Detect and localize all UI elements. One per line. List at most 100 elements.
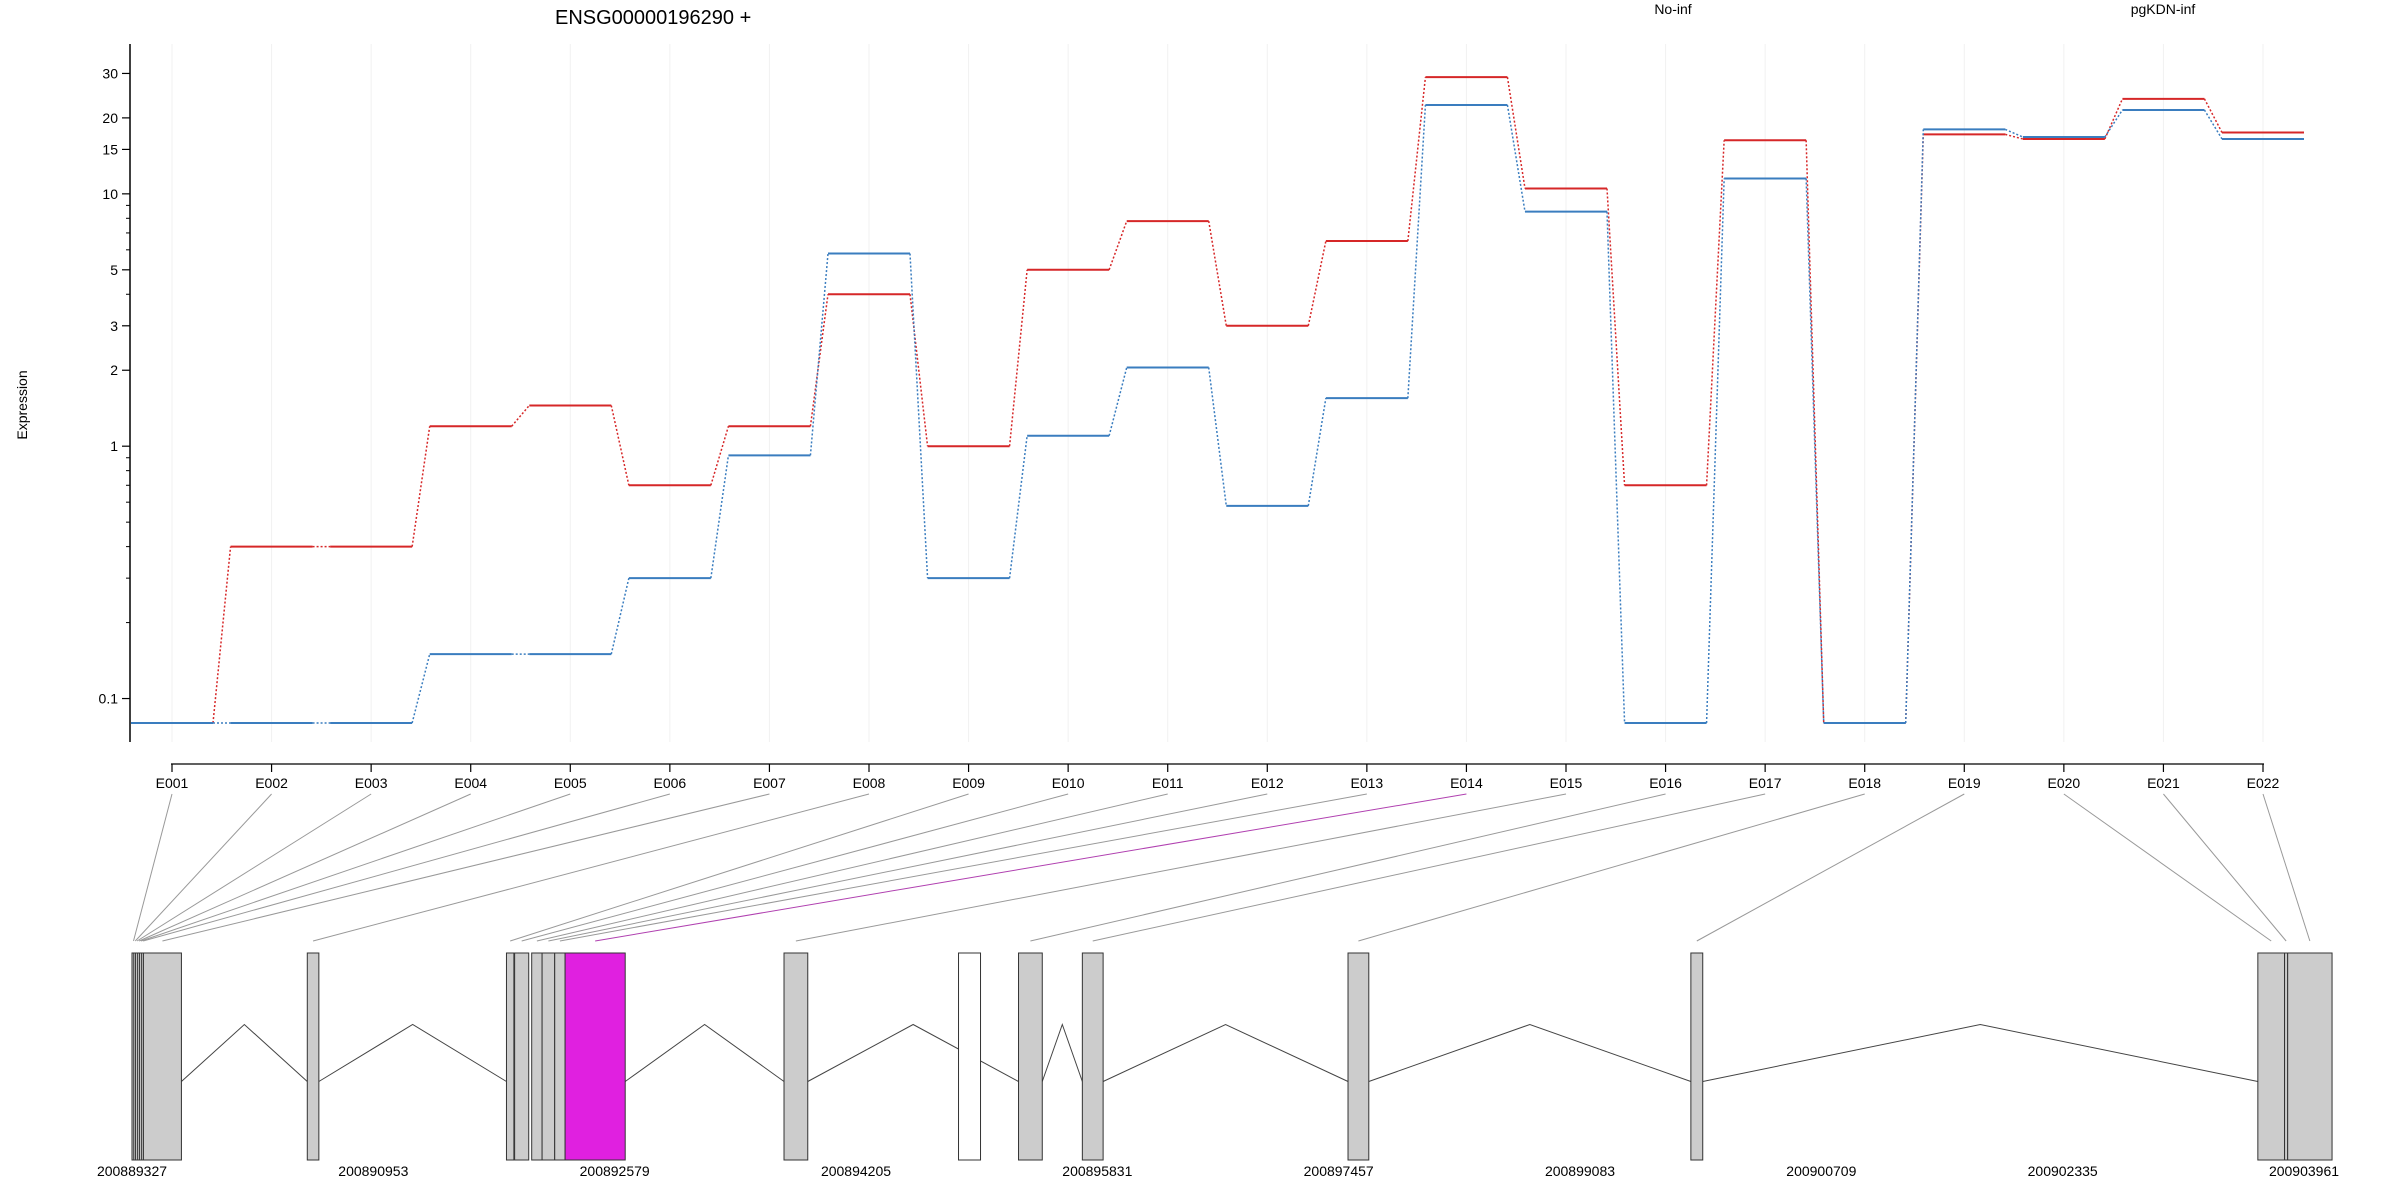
series-1-connector (1407, 104, 1427, 399)
series-1-connector (710, 455, 730, 579)
series-0-connector (411, 426, 431, 547)
genomic-tick-label: 200902335 (2028, 1163, 2098, 1179)
exon-box-e020 (2257, 952, 2286, 1161)
legend-label-no-inf: No-inf (1654, 1, 1691, 17)
series-0-connector (1506, 77, 1526, 189)
series-0-connector (1805, 140, 1825, 724)
x-tick-label-e002: E002 (255, 775, 288, 791)
vertical-gridlines (171, 44, 2264, 742)
x-tick-label-e022: E022 (2247, 775, 2280, 791)
feature-box (958, 952, 982, 1161)
genomic-axis: 200889327 200890953 200892579 200894205 2008… (97, 1163, 2339, 1179)
connector-e009 (510, 793, 969, 942)
exon-connector-lines (133, 793, 2311, 942)
series-1-connector (2104, 109, 2124, 138)
exon-box-e012 (541, 952, 556, 1161)
intron-line (181, 1023, 308, 1082)
series-1-connector (2203, 109, 2223, 140)
series-1-connector (1108, 367, 1128, 436)
exon-box-e007 (142, 952, 182, 1161)
x-tick-label-e005: E005 (554, 775, 587, 791)
genomic-tick-label: 200890953 (338, 1163, 408, 1179)
x-tick-label-e013: E013 (1351, 775, 1384, 791)
series-0-connector (610, 405, 630, 486)
exon-box-e014 (564, 952, 626, 1161)
series-1-connector (1506, 104, 1526, 212)
genomic-tick-label: 200897457 (1304, 1163, 1374, 1179)
intron-line (624, 1023, 785, 1082)
genomic-tick-label: 200899083 (1545, 1163, 1615, 1179)
series-0-connector (2104, 98, 2124, 140)
connector-e005 (140, 793, 571, 942)
series-0-connector (2005, 133, 2024, 140)
connector-e020 (2063, 793, 2272, 942)
exon-box-e022 (2287, 952, 2333, 1161)
connector-e016 (1030, 793, 1666, 942)
series-no-inf (131, 76, 2304, 724)
x-tick-label-e006: E006 (654, 775, 687, 791)
series-0-connector (1705, 140, 1725, 486)
genomic-tick-label: 200900709 (1786, 1163, 1856, 1179)
x-tick-label-e010: E010 (1052, 775, 1085, 791)
legend-label-pgkdn-inf: pgKDN-inf (2131, 1, 2196, 17)
exon-box-e009 (505, 952, 515, 1161)
series-1-connector (1307, 398, 1327, 507)
genomic-tick-label: 200895831 (1062, 1163, 1132, 1179)
connector-e011 (536, 793, 1168, 942)
x-tick-label-e007: E007 (753, 775, 786, 791)
series-layer (131, 76, 2304, 724)
exon-box-e015 (783, 952, 809, 1161)
x-tick-label-e017: E017 (1749, 775, 1782, 791)
y-tick-label: 2 (110, 362, 118, 378)
y-tick-label: 30 (102, 65, 118, 81)
intron-line (1702, 1023, 2258, 1082)
series-0-connector (2203, 98, 2223, 133)
x-tick-label-e019: E019 (1948, 775, 1981, 791)
y-tick-label: 10 (102, 186, 118, 202)
series-0-connector (511, 404, 530, 427)
exon-box-e008 (306, 952, 320, 1161)
series-0-connector (1407, 77, 1427, 242)
series-1-connector (1207, 367, 1228, 506)
series-0-connector (909, 294, 929, 447)
series-1-connector (1805, 178, 1825, 724)
connector-e004 (138, 793, 471, 942)
y-tick-label: 5 (110, 262, 118, 278)
exon-box-e010 (514, 952, 530, 1161)
connector-e003 (136, 793, 372, 942)
series-0-connector (1207, 220, 1228, 326)
x-tick-label-e001: E001 (156, 775, 189, 791)
exon-box-e017 (1081, 952, 1104, 1161)
x-tick-label-e014: E014 (1450, 775, 1483, 791)
series-1-connector (909, 253, 929, 579)
connector-e010 (521, 793, 1069, 942)
connector-e001 (133, 793, 173, 942)
x-tick-label-e015: E015 (1550, 775, 1583, 791)
connector-e021 (2163, 793, 2287, 942)
series-1-connector (2004, 128, 2024, 138)
intron-line (1368, 1023, 1692, 1082)
series-1-connector (411, 653, 431, 724)
series-1-connector (1606, 211, 1626, 724)
connector-e012 (548, 793, 1268, 942)
y-axis-label: Expression (14, 370, 30, 439)
gene-model (131, 952, 2333, 1161)
genomic-tick-label: 200892579 (580, 1163, 650, 1179)
intron-line (318, 1023, 507, 1082)
series-0-connector (1606, 188, 1626, 486)
intron-line (1041, 1022, 1083, 1082)
y-tick-label: 15 (102, 141, 118, 157)
exon-box-e019 (1690, 952, 1704, 1161)
series-0-connector (212, 546, 232, 724)
connector-e007 (162, 793, 770, 942)
series-1-connector (1008, 435, 1028, 579)
exon-box-e016 (1018, 952, 1043, 1161)
y-tick-label: 3 (110, 318, 118, 334)
x-tick-label-e004: E004 (454, 775, 487, 791)
genomic-tick-label: 200903961 (2269, 1163, 2339, 1179)
connector-e015 (795, 793, 1567, 942)
genomic-tick-label: 200894205 (821, 1163, 891, 1179)
chart-title: ENSG00000196290 + (555, 7, 751, 29)
y-tick-label: 0.1 (99, 691, 119, 707)
